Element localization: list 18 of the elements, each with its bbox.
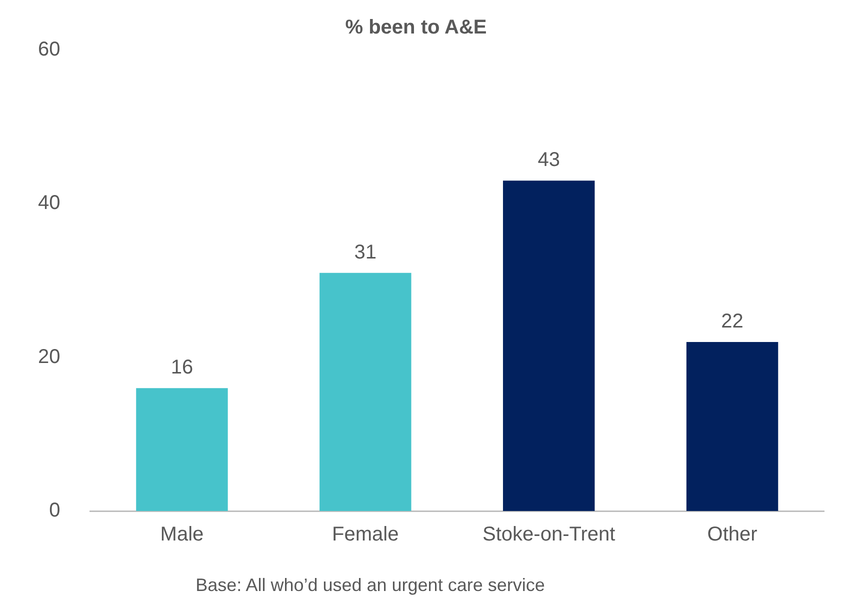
x-tick-label: Stoke-on-Trent — [482, 524, 616, 546]
data-label: 43 — [538, 149, 560, 172]
x-tick-label: Other — [707, 524, 758, 546]
y-tick-label: 40 — [38, 192, 60, 214]
bar — [502, 180, 595, 511]
data-label: 22 — [721, 310, 744, 332]
chart-title: % been to A&E — [345, 16, 487, 39]
text: Base: All who’d used an urgent care service — [196, 574, 545, 595]
y-tick-label: 0 — [49, 500, 60, 522]
bar — [136, 388, 228, 511]
y-tick-label: 60 — [38, 38, 60, 61]
x-tick-label: Female — [332, 524, 399, 546]
data-label: 31 — [354, 241, 377, 264]
bar — [686, 342, 778, 511]
data-label: 16 — [170, 356, 194, 379]
bar — [320, 272, 412, 511]
x-tick-label: Male — [160, 524, 204, 546]
y-tick-label: 20 — [38, 346, 60, 368]
